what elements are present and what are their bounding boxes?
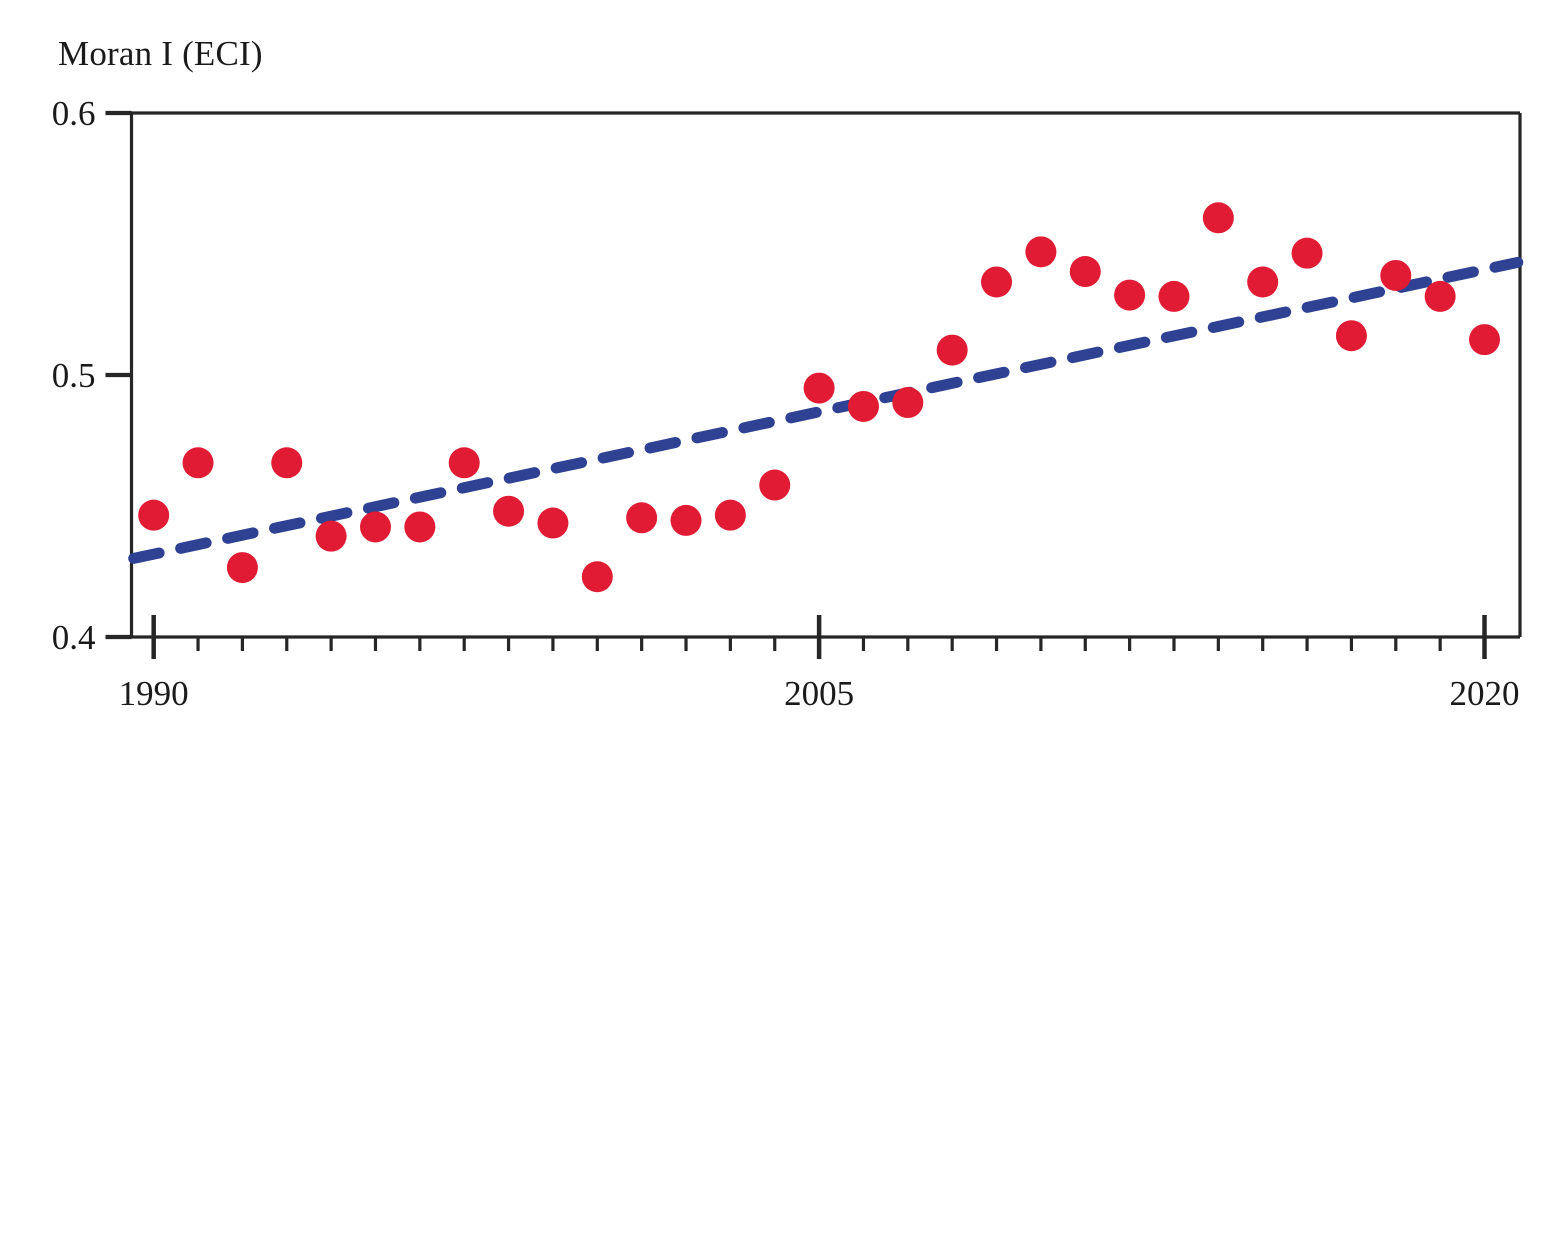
data-point bbox=[847, 390, 879, 422]
data-point bbox=[1424, 280, 1456, 312]
y-tick-label: 0.5 bbox=[52, 356, 96, 395]
data-point bbox=[271, 447, 303, 479]
x-tick-label: 1990 bbox=[119, 674, 189, 713]
data-point bbox=[182, 447, 214, 479]
x-tick-label: 2005 bbox=[784, 674, 854, 713]
data-point bbox=[1158, 280, 1190, 312]
y-axis-ticks bbox=[105, 110, 132, 640]
x-axis-ticks bbox=[151, 615, 1487, 659]
data-point bbox=[448, 447, 480, 479]
data-point bbox=[226, 552, 258, 584]
data-point bbox=[359, 511, 391, 543]
y-axis-tick-labels: 0.4 0.5 0.6 bbox=[52, 94, 96, 657]
data-point bbox=[1069, 256, 1101, 288]
data-point bbox=[626, 502, 658, 534]
data-point bbox=[670, 504, 702, 536]
chart-axis-title: Moran I (ECI) bbox=[58, 34, 263, 73]
data-point bbox=[493, 495, 525, 527]
data-point bbox=[714, 499, 746, 531]
data-point bbox=[138, 499, 170, 531]
data-point bbox=[315, 520, 347, 552]
data-point bbox=[1247, 266, 1279, 298]
y-tick-label: 0.4 bbox=[52, 618, 96, 657]
data-points bbox=[138, 202, 1501, 593]
data-point bbox=[1202, 202, 1234, 234]
data-point bbox=[759, 469, 791, 501]
y-tick-label: 0.6 bbox=[52, 94, 96, 133]
data-point bbox=[1291, 237, 1323, 269]
trend-line-path bbox=[128, 256, 1524, 564]
x-axis-tick-labels: 1990 2005 2020 bbox=[119, 674, 1520, 713]
data-point bbox=[892, 387, 924, 419]
data-point bbox=[1025, 236, 1057, 268]
data-point bbox=[1335, 320, 1367, 352]
data-point bbox=[404, 511, 436, 543]
trend-line bbox=[128, 256, 1524, 564]
data-point bbox=[981, 266, 1013, 298]
data-point bbox=[581, 561, 613, 593]
data-point bbox=[936, 334, 968, 366]
data-point bbox=[537, 507, 569, 539]
data-point bbox=[1114, 279, 1146, 311]
data-point bbox=[1469, 324, 1501, 356]
data-point bbox=[1380, 259, 1412, 291]
data-point bbox=[803, 372, 835, 404]
x-tick-label: 2020 bbox=[1450, 674, 1520, 713]
plot-frame bbox=[129, 111, 1522, 639]
